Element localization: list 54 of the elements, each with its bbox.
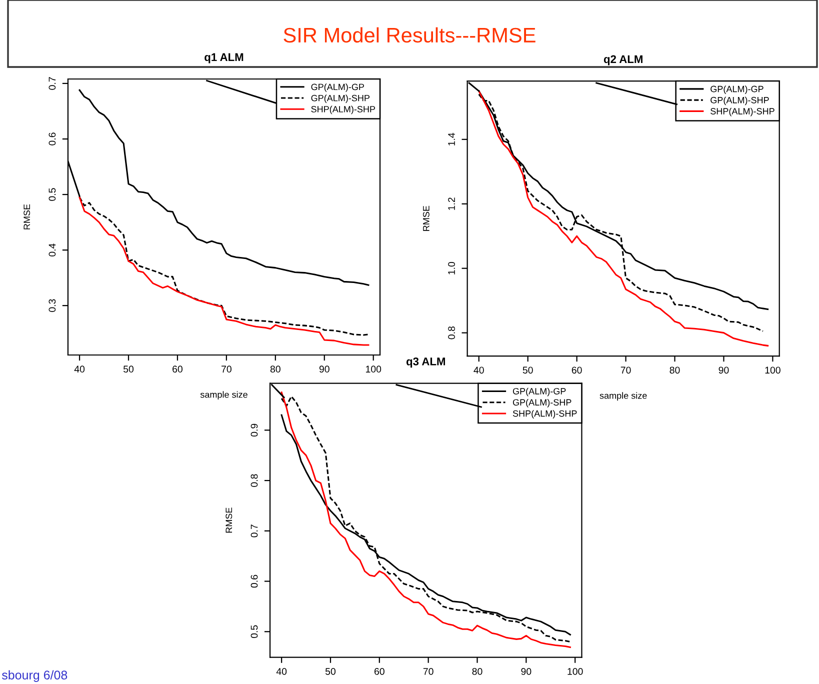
- x-tick-label: 40: [276, 668, 287, 675]
- legend-label: GP(ALM)-SHP: [311, 94, 370, 104]
- x-tick-label: 90: [718, 366, 729, 374]
- legend-label: GP(ALM)-SHP: [512, 398, 572, 408]
- y-tick-label: 1.2: [448, 198, 455, 210]
- x-tick-label: 50: [522, 366, 533, 374]
- x-tick-label: 60: [172, 366, 182, 373]
- x-axis-title: sample size: [600, 392, 647, 401]
- chart-title: q1 ALM: [204, 53, 244, 64]
- y-axis-title: RMSE: [226, 508, 232, 533]
- y-tick-label: 1.0: [448, 262, 455, 274]
- y-axis-title: RMSE: [24, 204, 30, 230]
- x-tick-label: 70: [620, 366, 631, 374]
- x-tick-label: 40: [74, 366, 85, 373]
- y-tick-label: 0.6: [48, 132, 56, 146]
- y-tick-label: 0.7: [250, 524, 258, 538]
- x-tick-label: 70: [222, 366, 232, 373]
- legend-label: GP(ALM)-GP: [311, 84, 364, 92]
- text: SIR Model Results---RMSE: [284, 27, 536, 43]
- x-tick-label: 90: [319, 366, 330, 373]
- legend-label: GP(ALM)-SHP: [710, 96, 769, 106]
- text: sbourg 6/08: [2, 670, 68, 682]
- x-tick-label: 90: [521, 668, 532, 675]
- y-tick-label: 1.4: [448, 132, 455, 146]
- x-tick-label: 50: [123, 366, 134, 373]
- y-tick-label: 0.5: [48, 188, 56, 201]
- legend-label: GP(ALM)-GP: [512, 388, 566, 396]
- y-tick-label: 0.7: [48, 77, 56, 90]
- y-tick-label: 0.8: [250, 474, 258, 487]
- x-tick-label: 100: [765, 366, 780, 374]
- y-tick-label: 0.5: [250, 625, 258, 638]
- chart-title: q3 ALM: [406, 358, 445, 368]
- x-tick-label: 70: [423, 668, 434, 675]
- chart-title: q2 ALM: [604, 55, 642, 66]
- x-tick-label: 80: [270, 366, 280, 373]
- x-tick-label: 60: [572, 366, 582, 374]
- y-tick-label: 0.8: [448, 326, 455, 340]
- x-tick-label: 80: [670, 366, 680, 374]
- x-tick-label: 40: [474, 366, 484, 374]
- legend-label: SHP(ALM)-SHP: [512, 410, 577, 418]
- legend-label: GP(ALM)-GP: [710, 86, 764, 94]
- x-tick-label: 100: [366, 366, 382, 373]
- y-tick-label: 0.6: [250, 574, 258, 588]
- y-axis-title: RMSE: [423, 206, 430, 231]
- x-tick-label: 80: [472, 668, 482, 675]
- x-axis-title: sample size: [200, 391, 248, 400]
- legend-label: SHP(ALM)-SHP: [710, 108, 774, 116]
- y-tick-label: 0.3: [48, 299, 56, 312]
- x-tick-label: 100: [568, 668, 583, 675]
- y-tick-label: 0.4: [48, 244, 56, 256]
- x-tick-label: 60: [374, 668, 384, 675]
- y-tick-label: 0.9: [250, 424, 258, 437]
- x-tick-label: 50: [325, 668, 336, 675]
- legend-label: SHP(ALM)-SHP: [311, 106, 376, 114]
